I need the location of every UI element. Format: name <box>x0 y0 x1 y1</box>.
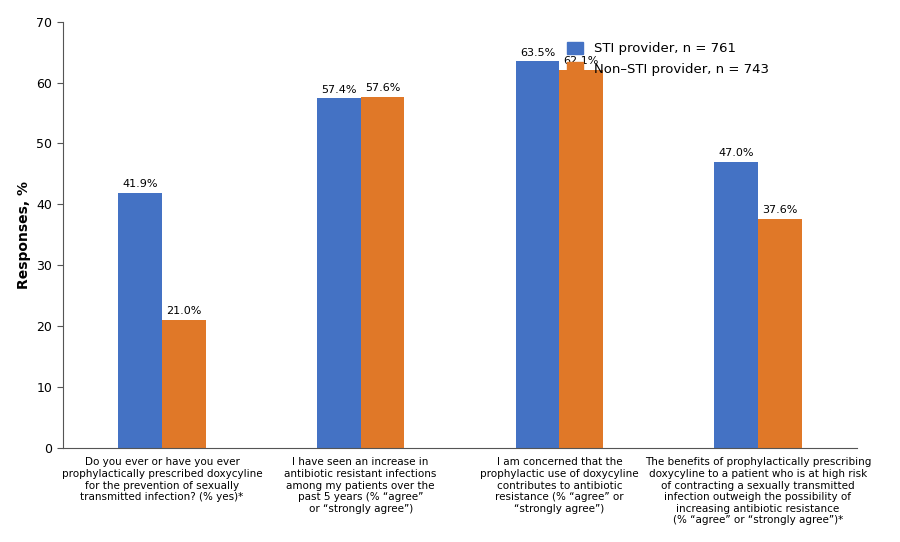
Text: 37.6%: 37.6% <box>762 205 797 215</box>
Bar <box>758 219 802 448</box>
Text: 21.0%: 21.0% <box>166 306 202 316</box>
Bar <box>559 70 603 448</box>
Bar <box>162 320 206 448</box>
Text: 41.9%: 41.9% <box>122 179 158 189</box>
Y-axis label: Responses, %: Responses, % <box>17 180 31 289</box>
Text: 57.4%: 57.4% <box>321 85 356 95</box>
Text: 47.0%: 47.0% <box>718 148 754 158</box>
Bar <box>715 162 758 448</box>
Text: 62.1%: 62.1% <box>563 56 598 66</box>
Legend: STI provider, n = 761, Non–STI provider, n = 743: STI provider, n = 761, Non–STI provider,… <box>562 37 774 81</box>
Bar <box>317 98 361 448</box>
Text: 57.6%: 57.6% <box>364 83 400 93</box>
Bar <box>516 61 559 448</box>
Text: 63.5%: 63.5% <box>520 48 555 57</box>
Bar <box>361 97 404 448</box>
Bar <box>118 192 162 448</box>
